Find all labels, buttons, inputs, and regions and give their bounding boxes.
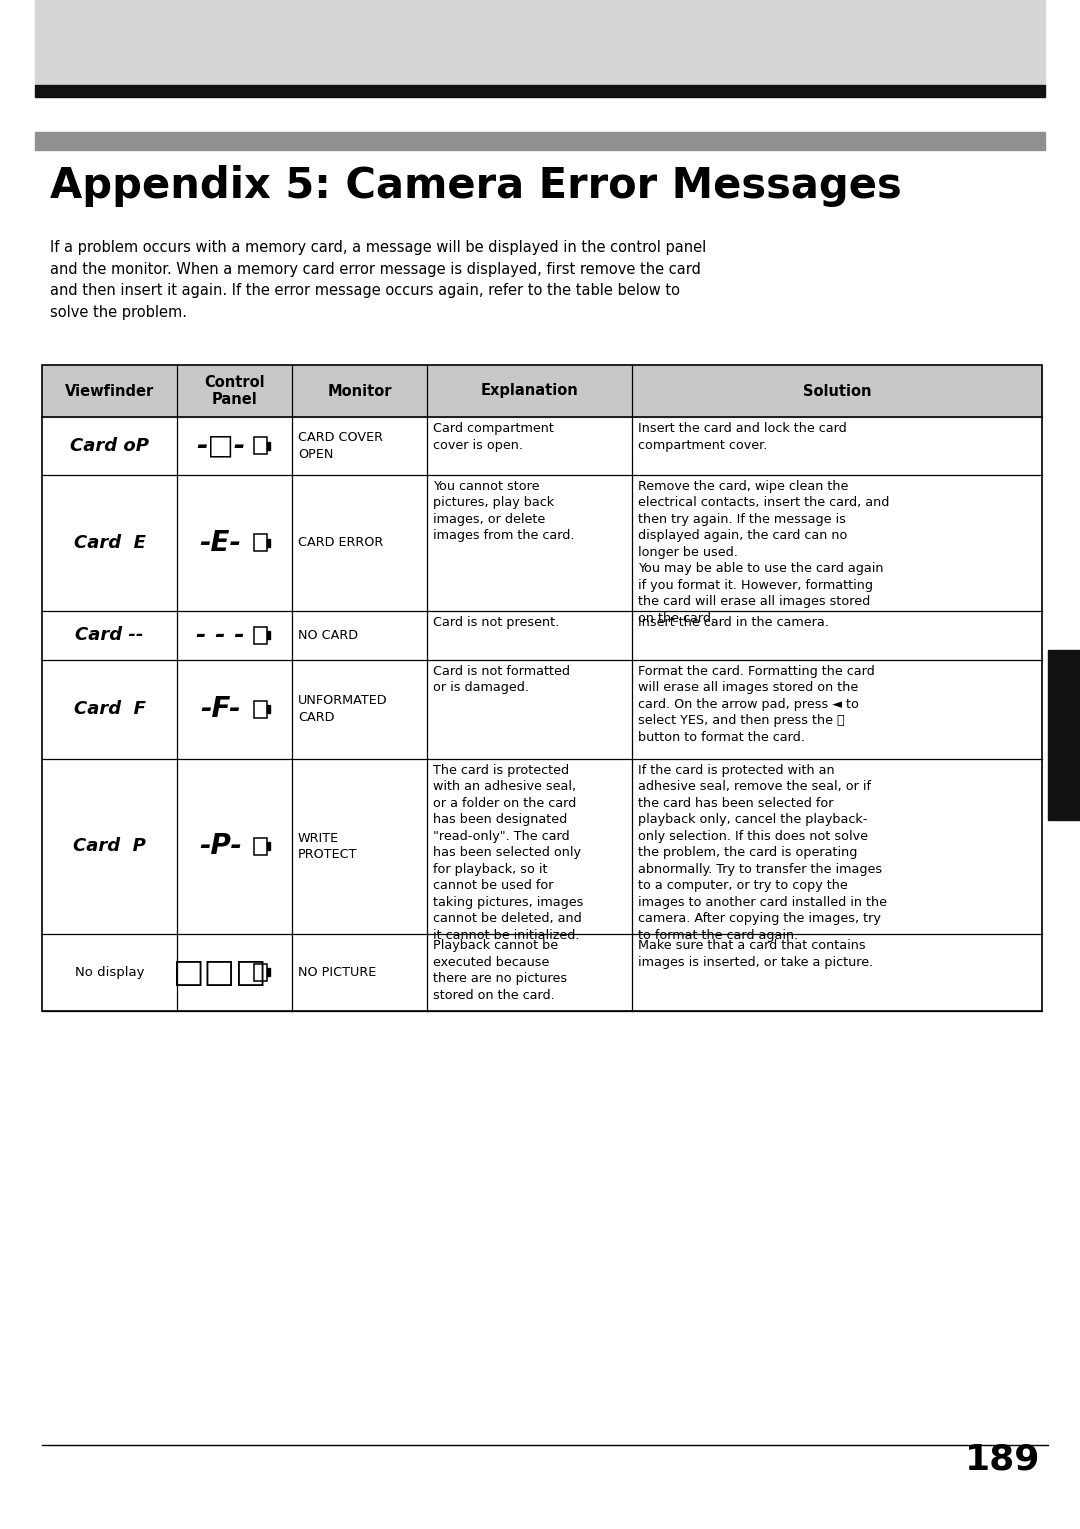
- Text: -E-: -E-: [200, 529, 242, 557]
- Bar: [254, 535, 267, 552]
- Bar: [267, 842, 270, 850]
- Bar: [267, 538, 270, 547]
- Text: WRITE
PROTECT: WRITE PROTECT: [298, 832, 357, 861]
- Text: Insert the card in the camera.: Insert the card in the camera.: [638, 616, 828, 630]
- Text: The card is protected
with an adhesive seal,
or a folder on the card
has been de: The card is protected with an adhesive s…: [433, 763, 583, 942]
- Text: Card  P: Card P: [73, 838, 146, 855]
- Text: Format the card. Formatting the card
will erase all images stored on the
card. O: Format the card. Formatting the card wil…: [638, 665, 875, 743]
- Text: You cannot store
pictures, play back
images, or delete
images from the card.: You cannot store pictures, play back ima…: [433, 480, 575, 543]
- Text: Insert the card and lock the card
compartment cover.: Insert the card and lock the card compar…: [638, 422, 847, 451]
- Text: Card compartment
cover is open.: Card compartment cover is open.: [433, 422, 554, 451]
- Text: Card oP: Card oP: [70, 437, 149, 454]
- Bar: [254, 627, 267, 644]
- Text: No display: No display: [75, 966, 145, 979]
- Text: NO CARD: NO CARD: [298, 628, 359, 642]
- Text: Card  F: Card F: [73, 700, 146, 719]
- Bar: [35, 131, 1045, 150]
- Bar: [254, 437, 267, 454]
- Text: Solution: Solution: [802, 384, 872, 399]
- Bar: [35, 0, 1045, 86]
- Bar: [254, 963, 267, 982]
- Text: - - -: - - -: [197, 624, 245, 647]
- Text: Card is not formatted
or is damaged.: Card is not formatted or is damaged.: [433, 665, 570, 694]
- Text: Explanation: Explanation: [481, 384, 579, 399]
- Text: NO PICTURE: NO PICTURE: [298, 966, 376, 979]
- Bar: [1048, 650, 1080, 820]
- Text: Make sure that a card that contains
images is inserted, or take a picture.: Make sure that a card that contains imag…: [638, 939, 874, 969]
- Bar: [267, 442, 270, 450]
- Bar: [42, 365, 1042, 417]
- Text: CARD ERROR: CARD ERROR: [298, 537, 383, 549]
- Bar: [254, 838, 267, 855]
- Text: 189: 189: [964, 1443, 1040, 1477]
- Text: UNFORMATED
CARD: UNFORMATED CARD: [298, 694, 388, 723]
- Bar: [35, 86, 1045, 96]
- Text: Monitor: Monitor: [327, 384, 392, 399]
- Text: Card  E: Card E: [73, 534, 146, 552]
- Bar: [267, 631, 270, 639]
- Bar: [254, 700, 267, 717]
- Text: Appendix 5: Camera Error Messages: Appendix 5: Camera Error Messages: [50, 165, 902, 206]
- Text: Remove the card, wipe clean the
electrical contacts, insert the card, and
then t: Remove the card, wipe clean the electric…: [638, 480, 889, 625]
- Text: □□□: □□□: [173, 956, 268, 989]
- Text: Playback cannot be
executed because
there are no pictures
stored on the card.: Playback cannot be executed because ther…: [433, 939, 567, 1001]
- Text: If a problem occurs with a memory card, a message will be displayed in the contr: If a problem occurs with a memory card, …: [50, 240, 706, 320]
- Text: CARD COVER
OPEN: CARD COVER OPEN: [298, 431, 383, 460]
- Text: Card --: Card --: [76, 627, 144, 644]
- Text: Viewfinder: Viewfinder: [65, 384, 154, 399]
- Text: -F-: -F-: [200, 696, 241, 723]
- Text: Control
Panel: Control Panel: [204, 375, 265, 407]
- Bar: [42, 365, 1042, 1011]
- Text: -P-: -P-: [199, 832, 242, 861]
- Bar: [267, 968, 270, 977]
- Text: If the card is protected with an
adhesive seal, remove the seal, or if
the card : If the card is protected with an adhesiv…: [638, 763, 887, 942]
- Text: -□-: -□-: [195, 431, 245, 460]
- Bar: [267, 705, 270, 713]
- Text: Card is not present.: Card is not present.: [433, 616, 559, 630]
